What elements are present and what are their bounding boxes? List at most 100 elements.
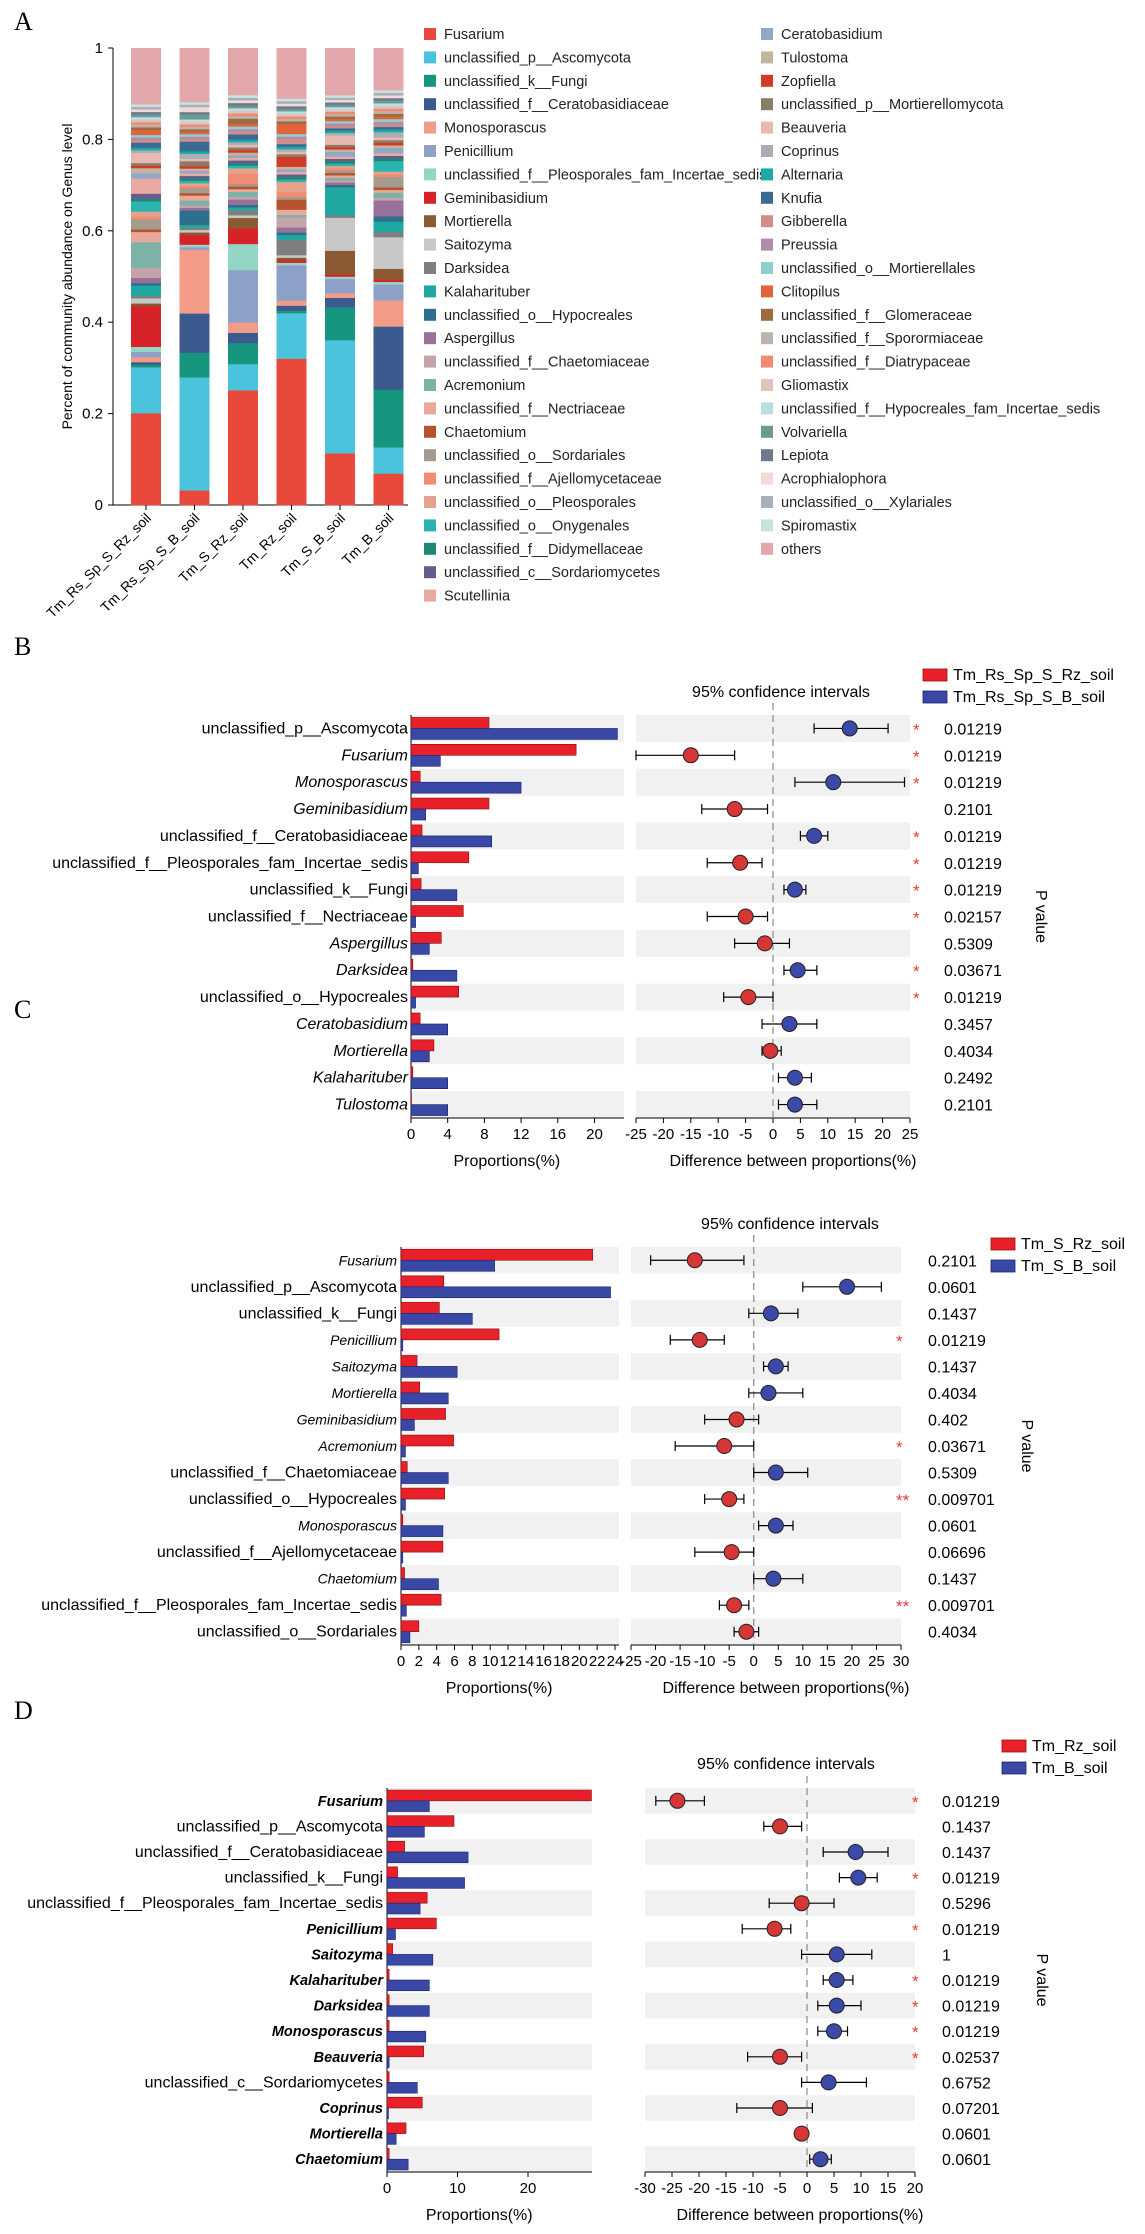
row-label: Tulostoma: [334, 1097, 408, 1114]
bar-group1: [410, 1012, 421, 1025]
pvalue-title: P value: [1033, 1953, 1050, 2006]
significance-mark: *: [913, 989, 920, 1008]
stack-segment-kalaharituber: [276, 234, 307, 241]
bar-group1: [386, 1789, 592, 1802]
significance-mark: *: [913, 909, 920, 928]
legend-label: Acremonium: [444, 378, 525, 394]
stack-segment-unclassified-o-hypocreales: [179, 210, 210, 226]
legend-swatch: [761, 308, 773, 321]
diff-point: [828, 1946, 845, 1963]
bar-group1: [386, 1968, 390, 1981]
stack-segment-unclassified-k-fungi: [276, 310, 307, 314]
significance-mark: *: [912, 1921, 919, 1940]
stack-segment-gibberella: [131, 139, 161, 143]
legend-swatch-red: [990, 1237, 1016, 1251]
p-value: 0.5309: [928, 1466, 977, 1483]
stack-segment-unclassified-o-mortierellales: [276, 133, 307, 137]
legend-label: others: [781, 542, 821, 558]
bar-group1: [400, 1381, 421, 1394]
diff-point: [786, 1096, 803, 1113]
stack-segment-unclassified-f-hypocreales-fam-incertae-sedis: [276, 111, 307, 114]
stack-segment-unclassified-o-hypocreales: [373, 216, 404, 222]
diff-tick-label: -5: [739, 1126, 752, 1143]
stack-segment-unclassified-f-pleosporales-fam-incertae-sedis: [179, 244, 210, 248]
legend-swatch: [761, 379, 773, 391]
stack-segment-unclassified-o-xylariales: [131, 106, 161, 110]
stack-segment-unclassified-f-ajellomycetaceae: [179, 185, 210, 189]
legend-label: Penicillium: [444, 144, 513, 160]
legend-label: unclassified_o__Onygenales: [444, 518, 629, 534]
stack-segment-monosporascus: [276, 300, 307, 306]
stack-segment-unclassified-f-ceratobasidiaceae: [179, 313, 210, 353]
significance-mark: *: [912, 1998, 919, 2017]
stack-segment-unclassified-f-sporormiaceae: [228, 115, 258, 119]
legend-label: Mortierella: [444, 214, 513, 230]
prop-tick-label: 24: [607, 1653, 624, 1670]
stack-segment-ceratobasidium: [276, 169, 307, 173]
bar-group2: [410, 969, 458, 982]
stack-segment-spiromastix: [373, 90, 404, 93]
stack-segment-penicillium: [373, 284, 404, 301]
stack-segment-clitopilus: [131, 129, 161, 136]
stack-segment-unclassified-f-nectriaceae: [179, 195, 210, 201]
row-label: Kalaharituber: [290, 1973, 385, 1989]
stack-segment-monosporascus: [179, 249, 210, 314]
significance-mark: **: [896, 1597, 910, 1616]
stack-segment-unclassified-f-nectriaceae: [373, 189, 404, 193]
bar-group1: [386, 2096, 423, 2109]
bar-group2: [386, 2158, 409, 2171]
legend-label: unclassified_f__Didymellaceae: [444, 542, 643, 558]
stack-segment-fusarium: [179, 490, 210, 506]
legend-swatch: [761, 238, 773, 251]
stack-segment-unclassified-f-nectriaceae: [131, 231, 161, 243]
diff-tick-label: -10: [742, 2180, 764, 2197]
stack-segment-ceratobasidium: [131, 173, 161, 179]
stack-segment-scutellinia: [373, 153, 404, 156]
panel-c: C0 2 4 6 8 10 12 14 16 18 20 22 24Proportions(%)-25-…: [14, 995, 1125, 1697]
diff-tick-label: -10: [694, 1653, 716, 1670]
legend-swatch: [761, 519, 773, 532]
stack-segment-unclassified-p-mortierellomycota: [325, 144, 355, 148]
stack-segment-spiromastix: [228, 95, 258, 98]
bar-group2: [400, 1445, 406, 1458]
stack-segment-unclassified-o-pleosporales: [179, 183, 210, 186]
stack-segment-unclassified-p-ascomycota: [179, 377, 210, 491]
significance-mark: *: [913, 747, 920, 766]
stack-segment-spiromastix: [325, 95, 355, 98]
stack-segment-unclassified-o-xylariales: [373, 92, 404, 96]
stack-segment-preussia: [228, 128, 258, 132]
stack-segment-gibberella: [179, 138, 210, 142]
bar-group2: [386, 1954, 434, 1966]
legend-label: unclassified_o__Hypocreales: [444, 308, 633, 324]
bar-group2: [400, 1578, 439, 1590]
legend-label: Knufia: [781, 191, 823, 207]
stack-segment-unclassified-o-pleosporales: [325, 165, 355, 169]
stack-segment-chaetomium: [276, 199, 307, 210]
stack-segment-unclassified-f-diatrypaceae: [373, 108, 404, 112]
stack-segment-fusarium: [228, 390, 258, 506]
diff-point: [781, 1015, 798, 1032]
significance-mark: *: [912, 1972, 919, 1991]
bar-group2: [386, 2056, 390, 2068]
stack-segment-lepiota: [325, 102, 355, 105]
row-label: Beauveria: [314, 2050, 383, 2066]
bar-group1: [386, 2071, 390, 2083]
diff-axis-title: Difference between proportions(%): [663, 1680, 910, 1697]
legend-label: Chaetomium: [444, 425, 526, 441]
legend-swatch: [424, 332, 436, 345]
diff-point: [828, 1997, 845, 2014]
stack-segment-acrophialophora: [228, 100, 258, 104]
stack-segment-unclassified-o-onygenales: [276, 179, 307, 183]
row-label: Penicillium: [330, 1332, 397, 1348]
row-label: unclassified_p__Ascomycota: [202, 720, 408, 737]
p-value: 0.01219: [944, 856, 1002, 873]
bar-group2: [386, 2082, 418, 2094]
bar-group1: [386, 1943, 393, 1955]
diff-axis-title: Difference between proportions(%): [677, 2207, 924, 2224]
legend-label: unclassified_o__Sordariales: [444, 448, 625, 464]
legend-label: Fusarium: [444, 27, 504, 43]
stack-segment-unclassified-f-ceratobasidiaceae: [325, 297, 355, 308]
stack-segment-preussia: [276, 136, 307, 140]
diff-tick-label: -20: [645, 1653, 667, 1670]
